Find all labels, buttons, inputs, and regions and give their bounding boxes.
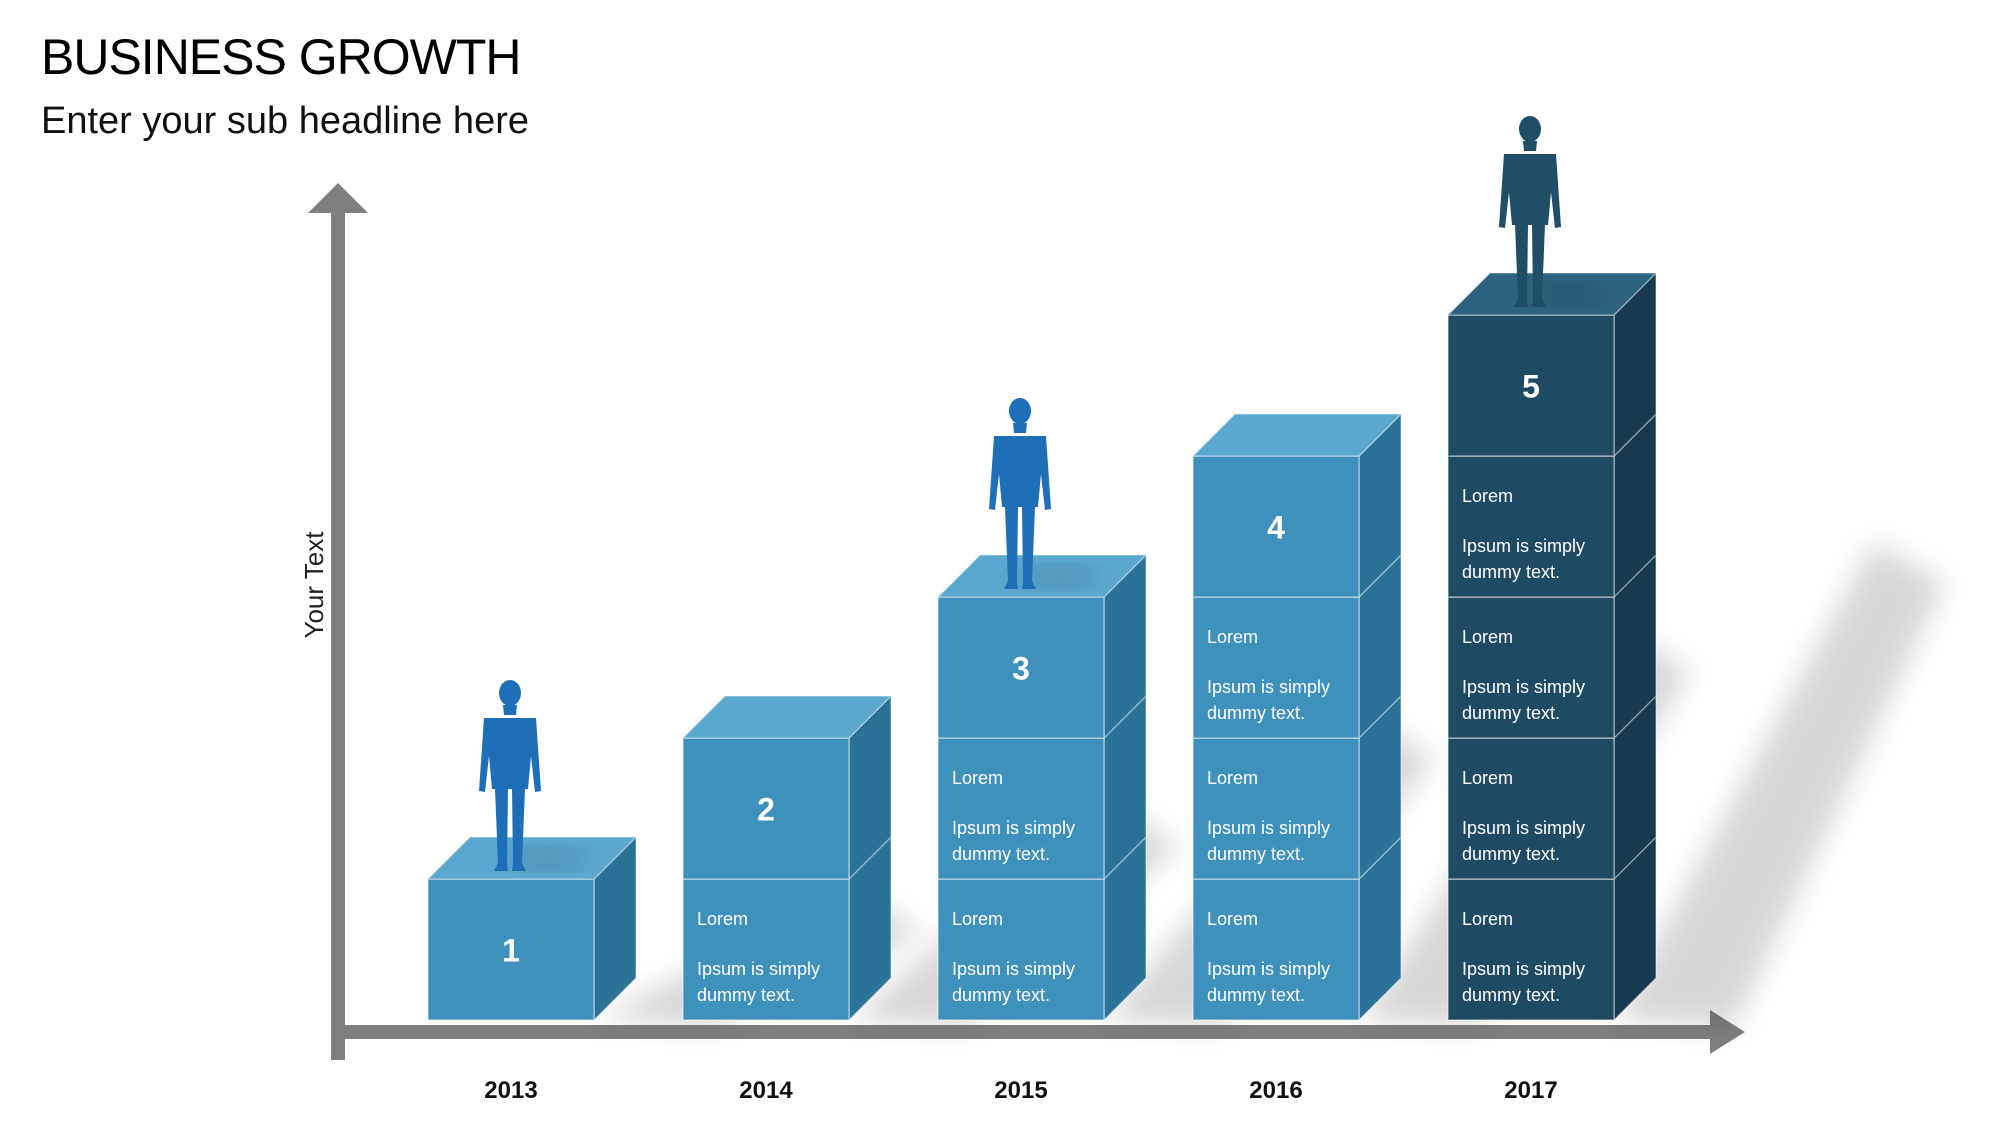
cube-body-text: dummy text.	[1462, 844, 1560, 864]
cube-heading-text: Lorem	[1462, 768, 1513, 788]
cube-heading-text: Lorem	[1207, 909, 1258, 929]
y-axis-arrowhead	[308, 183, 368, 213]
step-number-label: 5	[1522, 369, 1540, 405]
cube-body-text: dummy text.	[1207, 985, 1305, 1005]
cube-shadow	[1614, 542, 1944, 1026]
cube-heading-text: Lorem	[952, 909, 1003, 929]
cube-front-face	[682, 878, 850, 1021]
cube-front-face	[427, 878, 595, 1021]
bar-column-2013: 1	[426, 835, 638, 1022]
step-number-label: 1	[502, 933, 520, 969]
cube-front-face	[937, 737, 1105, 880]
cube-body-text: dummy text.	[1462, 703, 1560, 723]
cube-body-text: Ipsum is simply	[952, 818, 1075, 838]
bar-column-2016: Lorem Ipsum is simply dummy text. Lorem Ipsu…	[1191, 412, 1403, 1022]
cube-body-text: Ipsum is simply	[952, 959, 1075, 979]
cube: Lorem Ipsum is simply dummy text.	[1192, 553, 1402, 740]
y-axis-label: Your Text	[299, 531, 329, 639]
cube: Lorem Ipsum is simply dummy text.	[1447, 694, 1657, 881]
step-number-label: 4	[1267, 510, 1285, 546]
cube-body-text: Ipsum is simply	[697, 959, 820, 979]
x-tick-label: 2016	[1249, 1077, 1302, 1104]
cube-body-text: dummy text.	[952, 844, 1050, 864]
cube-front-face	[682, 737, 850, 880]
cube-body-text: dummy text.	[952, 985, 1050, 1005]
bar-column-2014: Lorem Ipsum is simply dummy text. 2	[681, 694, 893, 1022]
cube: 5	[1446, 271, 1658, 458]
cube: Lorem Ipsum is simply dummy text.	[1192, 835, 1402, 1022]
cube-front-face	[1192, 737, 1360, 880]
cube-body-text: dummy text.	[1462, 985, 1560, 1005]
cube-heading-text: Lorem	[1462, 909, 1513, 929]
cube-front-face	[1447, 737, 1615, 880]
cube: Lorem Ipsum is simply dummy text.	[1447, 412, 1657, 599]
person-shadow	[1018, 568, 1098, 586]
cube-front-face	[1192, 455, 1360, 598]
cube-heading-text: Lorem	[1207, 627, 1258, 647]
cube: Lorem Ipsum is simply dummy text.	[1192, 694, 1402, 881]
cube-top-face	[1191, 413, 1403, 457]
cube: Lorem Ipsum is simply dummy text.	[937, 694, 1147, 881]
page-title: BUSINESS GROWTH	[41, 29, 521, 85]
x-tick-label: 2014	[739, 1077, 793, 1104]
x-tick-labels: 2013 2014 2015 2016 2017	[484, 1077, 1557, 1104]
cube-front-face	[1192, 596, 1360, 739]
page-subtitle: Enter your sub headline here	[41, 100, 529, 142]
cube-heading-text: Lorem	[1462, 486, 1513, 506]
cube-heading-text: Lorem	[952, 768, 1003, 788]
x-tick-label: 2017	[1504, 1077, 1557, 1104]
cube-heading-text: Lorem	[697, 909, 748, 929]
bar-column-2017: Lorem Ipsum is simply dummy text. Lorem Ipsu…	[1446, 271, 1658, 1022]
cube: 4	[1191, 412, 1403, 599]
bars-layer: 1 Lorem Ipsum is simply dummy text. 2 Lorem Ip…	[426, 271, 1658, 1022]
cube-body-text: dummy text.	[1207, 844, 1305, 864]
cube-body-text: Ipsum is simply	[1207, 677, 1330, 697]
cube-body-text: dummy text.	[1207, 703, 1305, 723]
cube-front-face	[1447, 596, 1615, 739]
people-layer	[479, 116, 1608, 871]
x-axis-line	[338, 1025, 1718, 1039]
cube-front-face	[937, 596, 1105, 739]
cube: Lorem Ipsum is simply dummy text.	[682, 835, 892, 1022]
x-tick-label: 2013	[484, 1077, 537, 1104]
step-number-label: 2	[757, 792, 775, 828]
person-shadow	[1528, 286, 1608, 304]
person-shadow	[508, 850, 588, 868]
cube: 2	[681, 694, 893, 881]
step-number-label: 3	[1012, 651, 1030, 687]
cube-body-text: dummy text.	[1462, 562, 1560, 582]
cube: 1	[426, 835, 638, 1022]
cube-body-text: Ipsum is simply	[1462, 959, 1585, 979]
cube-front-face	[1447, 314, 1615, 457]
cube-front-face	[937, 878, 1105, 1021]
cube-heading-text: Lorem	[1207, 768, 1258, 788]
cube-top-face	[681, 695, 893, 739]
x-tick-label: 2015	[994, 1077, 1047, 1104]
cube-body-text: Ipsum is simply	[1462, 818, 1585, 838]
cube-body-text: dummy text.	[697, 985, 795, 1005]
cube-heading-text: Lorem	[1462, 627, 1513, 647]
cube: Lorem Ipsum is simply dummy text.	[1447, 553, 1657, 740]
bar-column-2015: Lorem Ipsum is simply dummy text. Lorem Ipsu…	[936, 553, 1148, 1022]
cube-body-text: Ipsum is simply	[1462, 677, 1585, 697]
cube: 3	[936, 553, 1148, 740]
cube-body-text: Ipsum is simply	[1207, 818, 1330, 838]
cube-body-text: Ipsum is simply	[1462, 536, 1585, 556]
y-axis-line	[331, 210, 345, 1060]
cube-body-text: Ipsum is simply	[1207, 959, 1330, 979]
cube-front-face	[1192, 878, 1360, 1021]
